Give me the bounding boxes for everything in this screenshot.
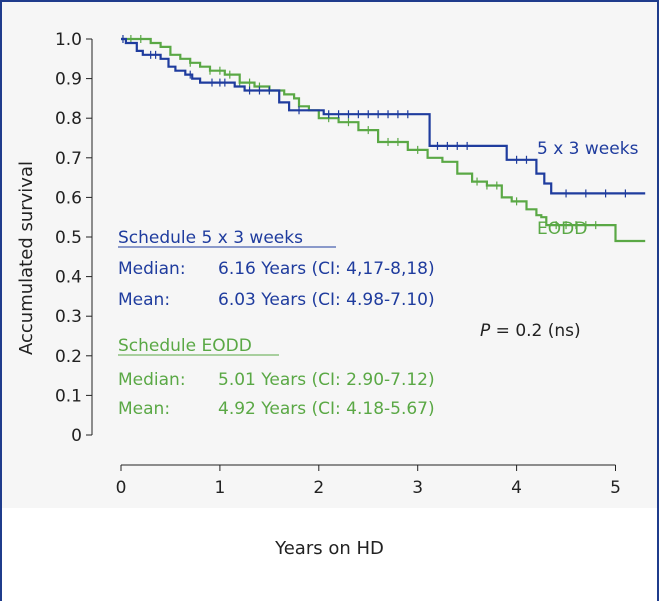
blue-median-value: 6.16 Years (CI: 4,17-8,18) [218, 259, 435, 279]
blue-mean-label: Mean: [118, 290, 170, 310]
y-tick-label: 0.7 [55, 149, 82, 169]
y-tick-label: 0 [71, 426, 82, 446]
blue-schedule-heading: Schedule 5 x 3 weeks [118, 228, 303, 248]
y-tick-label: 0.1 [55, 386, 82, 406]
p-text: = 0.2 (ns) [490, 321, 580, 341]
x-tick-label: 5 [610, 478, 621, 498]
x-tick-label: 0 [116, 478, 127, 498]
green-mean-label: Mean: [118, 399, 170, 419]
x-tick-label: 4 [511, 478, 522, 498]
y-axis-label: Accumulated survival [16, 161, 37, 355]
y-tick-label: 0.9 [55, 70, 82, 90]
x-tick-label: 2 [313, 478, 324, 498]
y-tick-label: 1.0 [55, 30, 82, 50]
y-tick-label: 0.4 [55, 268, 82, 288]
green-mean-value: 4.92 Years (CI: 4.18-5.67) [218, 399, 435, 419]
green-median-label: Median: [118, 370, 186, 390]
blue-median-label: Median: [118, 259, 186, 279]
axes-group: 0 0.1 0.2 0.3 0.4 0.5 0.6 0.7 0.8 0.9 1.0 0 1 2 3 4 5 [55, 30, 621, 498]
series-label-blue: 5 x 3 weeks [537, 139, 639, 159]
series-label-green: EODD [537, 219, 587, 239]
y-tick-label: 0.3 [55, 307, 82, 327]
green-schedule-heading: Schedule EODD [118, 336, 252, 356]
plot-background [2, 2, 657, 508]
y-tick-label: 0.2 [55, 347, 82, 367]
survival-curve-blue [121, 37, 646, 195]
x-tick-label: 3 [412, 478, 423, 498]
y-tick-label: 0.6 [55, 188, 82, 208]
p-symbol: P [480, 321, 491, 341]
green-median-value: 5.01 Years (CI: 2.90-7.12) [218, 370, 435, 390]
blue-mean-value: 6.03 Years (CI: 4.98-7.10) [218, 290, 435, 310]
curves-group [121, 35, 646, 243]
annotations-group: 5 x 3 weeks EODD Schedule 5 x 3 weeks Me… [118, 139, 639, 419]
x-tick-label: 1 [214, 478, 225, 498]
p-value-annotation: P = 0.2 (ns) [480, 321, 581, 341]
y-tick-label: 0.8 [55, 109, 82, 129]
y-tick-label: 0.5 [55, 228, 82, 248]
x-axis-label: Years on HD [275, 538, 384, 559]
